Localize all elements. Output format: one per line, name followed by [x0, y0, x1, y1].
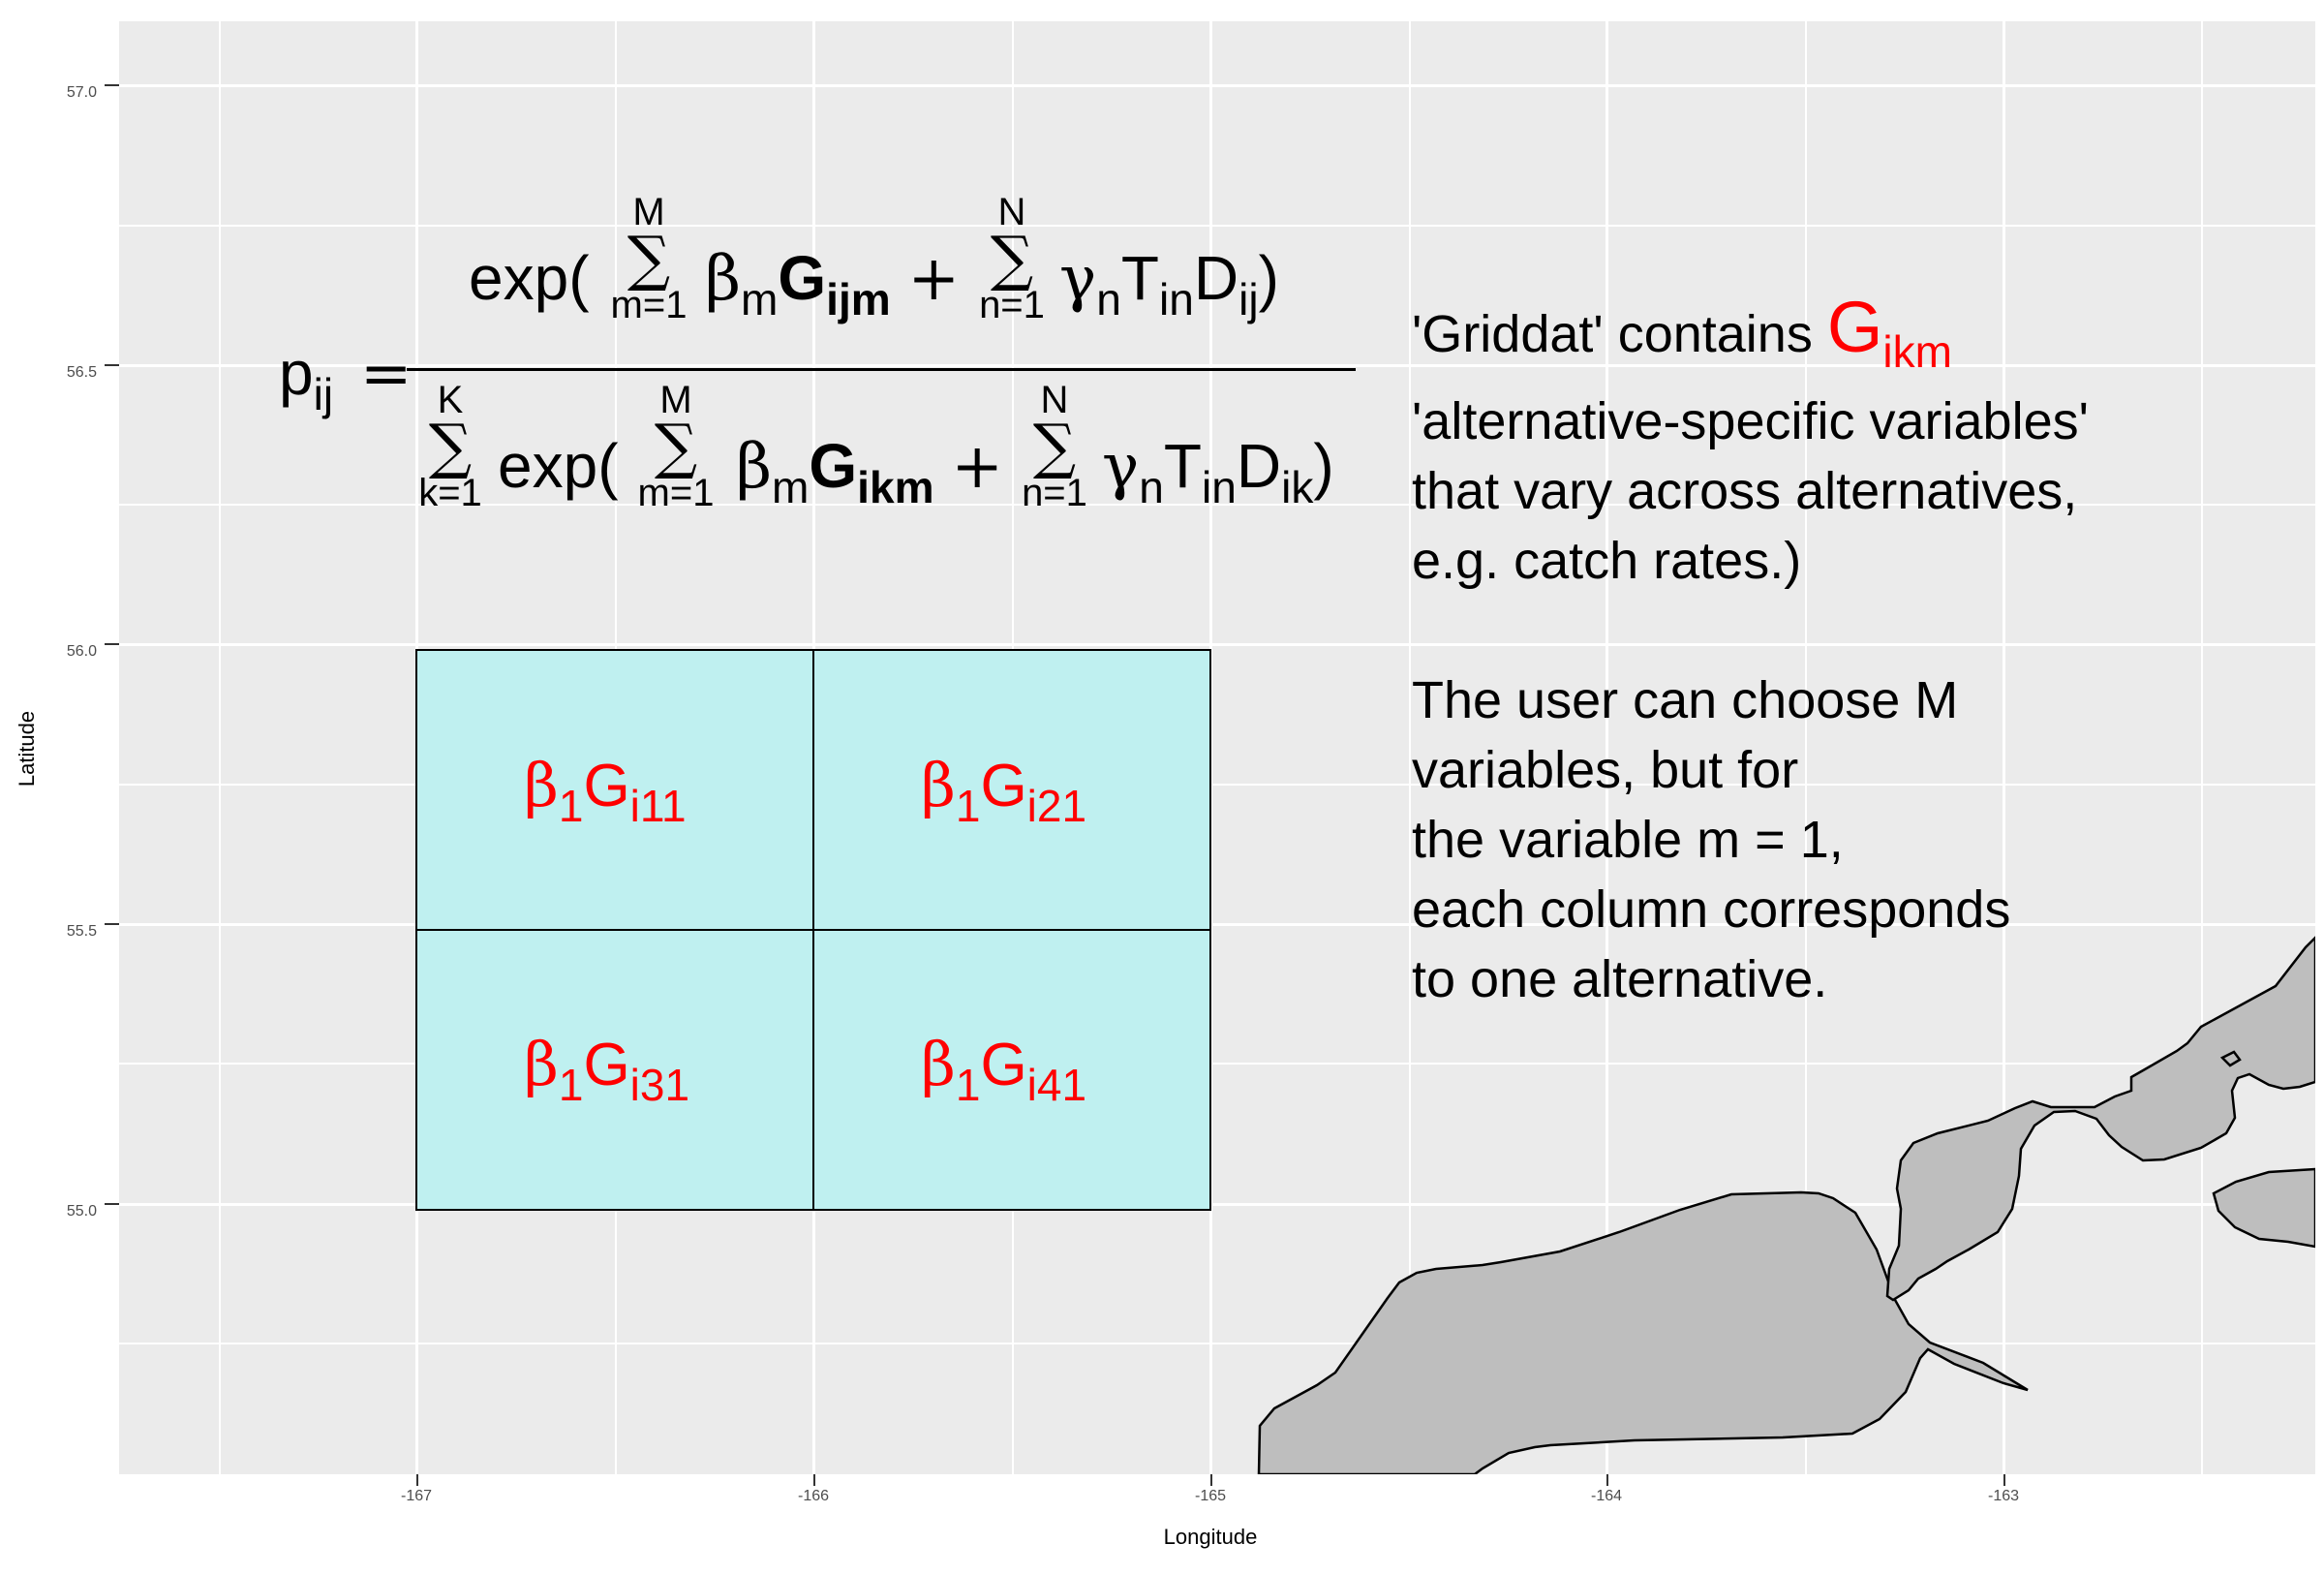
- x-axis-title: Longitude: [1163, 1525, 1258, 1549]
- annotation-line: to one alternative.: [1412, 950, 1828, 1009]
- annotation-line: variables, but for: [1412, 741, 1799, 800]
- numerator-sum-n: N ∑ n=1: [979, 191, 1045, 326]
- x-tick-label: -166: [797, 1488, 830, 1504]
- annotation-line: The user can choose M: [1412, 671, 1959, 730]
- grid-line: [119, 1343, 2315, 1344]
- map-panel: β1Gi11 β1Gi21 β1Gi31 β1Gi41: [119, 21, 2315, 1474]
- grid-cell-label: β1Gi21: [921, 750, 1087, 832]
- grid-cell-label: β1Gi11: [524, 750, 687, 832]
- denominator-sum-n: N ∑ n=1: [1022, 379, 1087, 514]
- grid-cell-3[interactable]: [415, 929, 814, 1211]
- grid-line: [119, 643, 2315, 646]
- annotation-line: each column corresponds: [1412, 880, 2011, 940]
- annotation-line: that vary across alternatives,: [1412, 462, 2078, 521]
- annotation-line: the variable m = 1,: [1412, 811, 1844, 870]
- y-tick-label: 55.0: [66, 1203, 97, 1220]
- equation-denominator-gamma-term: γnTinDik): [1102, 431, 1334, 513]
- grid-line: [1805, 21, 1807, 1474]
- x-tick-mark: [416, 1474, 418, 1486]
- grid-line: [119, 504, 2315, 506]
- grid-line: [119, 364, 2315, 367]
- annotation-line: 'Griddat' contains Gikm: [1412, 287, 1952, 378]
- land-polygons: [1257, 936, 2315, 1474]
- grid-line: [2003, 21, 2005, 1474]
- grid-line: [119, 1063, 2315, 1065]
- equation-numerator-gamma-term: γnTinDij): [1059, 243, 1279, 325]
- equation-numerator-exp: exp(: [469, 243, 590, 313]
- grid-cell-2[interactable]: [812, 649, 1211, 931]
- annotation-text: 'Griddat' contains Gikm 'alternative-spe…: [1412, 287, 2089, 1014]
- x-tick-label: -167: [400, 1488, 433, 1504]
- grid-cell-label: β1Gi41: [921, 1029, 1087, 1111]
- annotation-line: 'alternative-specific variables': [1412, 392, 2089, 451]
- x-tick-label: -163: [1987, 1488, 2020, 1504]
- equation-denominator-exp: exp(: [498, 431, 619, 501]
- x-tick-mark: [1606, 1474, 1608, 1486]
- y-tick-label: 56.5: [66, 364, 97, 381]
- numerator-sum-m: M ∑ m=1: [610, 191, 688, 326]
- grid-line: [219, 21, 221, 1474]
- grid-line: [1409, 21, 1411, 1474]
- equation-lhs: pij =: [279, 338, 413, 420]
- fraction-bar: [407, 368, 1356, 371]
- denominator-sum-m: M ∑ m=1: [637, 379, 715, 514]
- equation-denominator-beta-term: βmGikm +: [736, 431, 1003, 513]
- x-tick-mark: [813, 1474, 815, 1486]
- grid-cell-label: β1Gi31: [524, 1029, 690, 1111]
- land-mainland: [1257, 1190, 2029, 1474]
- grid-line: [119, 84, 2315, 87]
- grid-line: [2201, 21, 2203, 1474]
- equation-numerator-beta-term: βmGijm +: [705, 243, 961, 325]
- y-axis-title: Latitude: [15, 710, 39, 788]
- grid-line: [119, 923, 2315, 926]
- x-tick-label: -165: [1194, 1488, 1227, 1504]
- land-island: [2212, 1167, 2315, 1249]
- grid-line: [119, 1203, 2315, 1206]
- grid-line: [1605, 21, 1608, 1474]
- x-tick-mark: [2003, 1474, 2005, 1486]
- x-tick-label: -164: [1590, 1488, 1623, 1504]
- grid-line: [119, 225, 2315, 227]
- y-tick-mark: [105, 643, 119, 645]
- y-tick-label: 55.5: [66, 923, 97, 940]
- y-tick-label: 56.0: [66, 643, 97, 660]
- land-peninsula: [1885, 936, 2315, 1302]
- highlight-variable: Gikm: [1826, 287, 1952, 378]
- y-tick-mark: [105, 84, 119, 86]
- y-tick-mark: [105, 364, 119, 366]
- land-notch: [2219, 1050, 2242, 1067]
- x-tick-mark: [1210, 1474, 1212, 1486]
- denominator-sum-k: K ∑ k=1: [418, 379, 482, 514]
- grid-cell-4[interactable]: [812, 929, 1211, 1211]
- annotation-line: e.g. catch rates.): [1412, 532, 1802, 591]
- y-tick-mark: [105, 923, 119, 925]
- y-tick-label: 57.0: [66, 84, 97, 101]
- grid-line: [119, 784, 2315, 786]
- y-tick-mark: [105, 1203, 119, 1205]
